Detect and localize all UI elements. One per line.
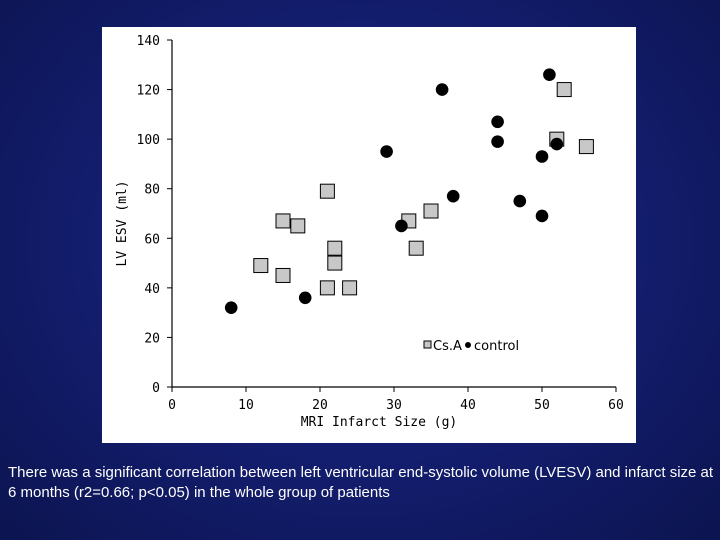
- legend: Cs.A control: [423, 339, 519, 354]
- axes: [171, 40, 616, 388]
- legend-marker-control: [465, 342, 471, 348]
- control-point: [298, 291, 312, 305]
- control-point: [491, 135, 504, 148]
- csa-point: [327, 240, 343, 256]
- x-axis-title: MRI Infarct Size (g): [301, 415, 458, 430]
- control-point: [535, 209, 549, 223]
- csa-point: [327, 255, 343, 271]
- x-tick-label: 20: [312, 398, 328, 413]
- legend-label-control: control: [474, 339, 519, 354]
- x-tick-label: 50: [534, 398, 550, 413]
- control-point: [535, 150, 549, 163]
- csa-point: [342, 280, 358, 296]
- y-tick-label: 20: [144, 331, 160, 346]
- csa-point: [556, 82, 572, 98]
- csa-point: [290, 218, 306, 234]
- csa-point: [578, 139, 594, 155]
- scatter-chart: 0 20 40 60 80 100 120 140 0 10 20 30 40 50 60 MRI Infa…: [115, 34, 624, 430]
- y-tick-label: 100: [137, 133, 160, 148]
- x-tick-label: 10: [238, 398, 254, 413]
- y-tick-label: 60: [144, 232, 160, 247]
- y-tick-label: 120: [137, 84, 160, 99]
- x-tick-label: 0: [168, 398, 176, 413]
- control-point: [550, 137, 564, 151]
- control-point: [435, 83, 449, 96]
- csa-point: [423, 203, 439, 219]
- x-tick-label: 30: [386, 398, 402, 413]
- control-point: [543, 68, 556, 81]
- x-tick-label: 60: [608, 398, 624, 413]
- legend-label-csa: Cs.A: [433, 339, 462, 354]
- y-axis-title: LV ESV (ml): [115, 180, 130, 266]
- y-tick-label: 80: [144, 183, 160, 198]
- control-point: [513, 194, 527, 208]
- control-point: [380, 145, 393, 158]
- csa-point: [319, 183, 335, 199]
- data-points: [224, 68, 594, 314]
- control-point: [446, 189, 460, 203]
- y-tick-label: 40: [144, 282, 160, 297]
- control-point: [224, 301, 238, 314]
- csa-point: [319, 280, 335, 296]
- csa-point: [408, 240, 424, 256]
- control-point: [395, 219, 408, 233]
- y-tick-label: 140: [137, 34, 160, 49]
- csa-point: [275, 267, 291, 283]
- tick-labels: 0 20 40 60 80 100 120 140 0 10 20 30 40 50 60: [137, 34, 624, 413]
- y-tick-label: 0: [152, 381, 160, 396]
- chart-panel: 0 20 40 60 80 100 120 140 0 10 20 30 40 50 60 MRI Infa…: [102, 27, 636, 443]
- csa-point: [253, 258, 269, 274]
- x-tick-label: 40: [460, 398, 476, 413]
- slide-caption: There was a significant correlation betw…: [8, 464, 714, 501]
- control-point: [491, 115, 504, 129]
- legend-marker-csa: [423, 340, 432, 349]
- csa-point: [275, 213, 291, 229]
